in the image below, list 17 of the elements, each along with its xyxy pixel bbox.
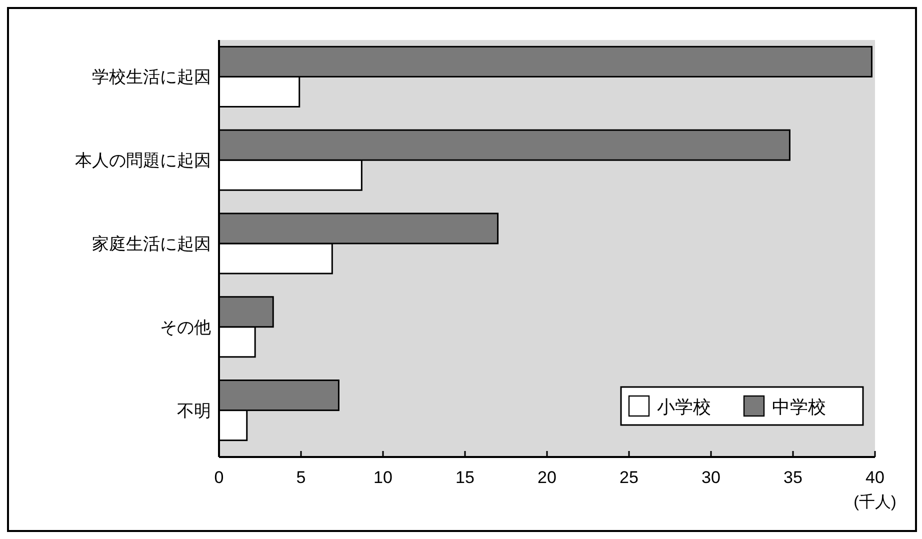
x-tick-label: 35 bbox=[784, 468, 802, 487]
x-tick-label: 0 bbox=[214, 468, 224, 487]
x-tick-label: 25 bbox=[620, 468, 638, 487]
x-tick-label: 15 bbox=[456, 468, 474, 487]
x-tick-label: 40 bbox=[866, 468, 884, 487]
legend-label: 小学校 bbox=[657, 397, 711, 417]
x-tick-label: 20 bbox=[538, 468, 556, 487]
y-tick-label: 不明 bbox=[177, 401, 211, 420]
y-tick-label: 本人の問題に起因 bbox=[75, 151, 211, 170]
y-tick-label: 学校生活に起因 bbox=[92, 68, 211, 87]
x-tick-label: 30 bbox=[702, 468, 720, 487]
x-tick-label: 10 bbox=[374, 468, 392, 487]
y-tick-label: 家庭生活に起因 bbox=[92, 234, 211, 254]
x-tick-label: 5 bbox=[296, 468, 306, 487]
legend-label: 中学校 bbox=[772, 397, 826, 417]
x-axis-title: (千人) bbox=[854, 493, 896, 511]
y-tick-label: その他 bbox=[160, 318, 211, 337]
